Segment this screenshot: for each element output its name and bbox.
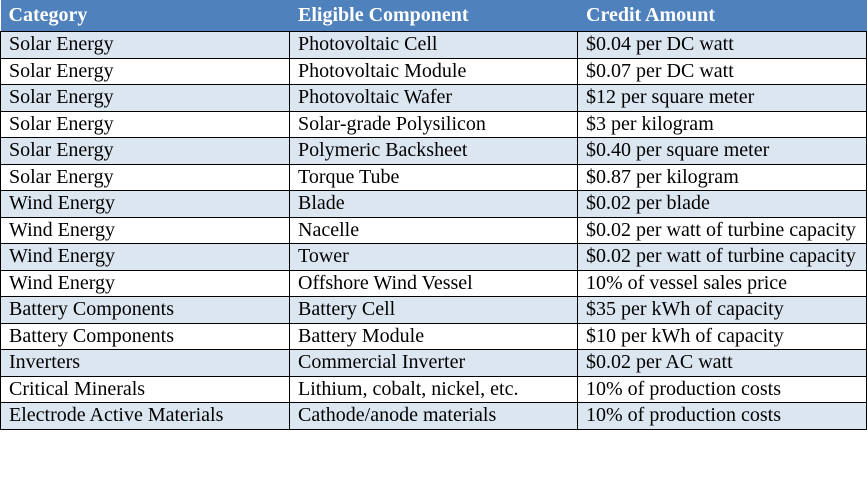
- table-cell: $3 per kilogram: [577, 110, 867, 138]
- table-row: Solar Energy Polymeric Backsheet $0.40 per…: [0, 137, 867, 165]
- table-cell: Inverters: [0, 349, 290, 377]
- table-cell: 10% of vessel sales price: [577, 269, 867, 297]
- table-cell: Battery Components: [0, 322, 290, 350]
- table-cell: Offshore Wind Vessel: [289, 269, 578, 297]
- table-cell: 10% of production costs: [577, 375, 867, 403]
- table-cell: Wind Energy: [0, 243, 290, 271]
- table-cell: Critical Minerals: [0, 375, 290, 403]
- credit-table: Category Eligible Component Credit Amount …: [0, 0, 867, 430]
- header-cell: Credit Amount: [577, 0, 867, 32]
- table-cell: Torque Tube: [289, 163, 578, 191]
- table-cell: $0.04 per DC watt: [577, 31, 867, 59]
- table-row: Wind Energy Blade $0.02 per blade: [0, 190, 867, 218]
- table-cell: Battery Module: [289, 322, 578, 350]
- table-row: Battery Components Battery Cell $35 per kW…: [0, 296, 867, 324]
- table-cell: 10% of production costs: [577, 402, 867, 430]
- table-cell: Solar Energy: [0, 163, 290, 191]
- table-cell: Solar-grade Polysilicon: [289, 110, 578, 138]
- table-cell: Photovoltaic Cell: [289, 31, 578, 59]
- table-cell: $0.07 per DC watt: [577, 57, 867, 85]
- table-cell: $0.87 per kilogram: [577, 163, 867, 191]
- table-row: Solar Energy Torque Tube $0.87 per kilogra…: [0, 163, 867, 191]
- table-cell: Battery Cell: [289, 296, 578, 324]
- table-cell: Nacelle: [289, 216, 578, 244]
- table-cell: $0.02 per AC watt: [577, 349, 867, 377]
- table-cell: Battery Components: [0, 296, 290, 324]
- table-row: Battery Components Battery Module $10 per …: [0, 322, 867, 350]
- table-cell: Solar Energy: [0, 110, 290, 138]
- table-cell: Wind Energy: [0, 216, 290, 244]
- table-row: Electrode Active Materials Cathode/anode …: [0, 402, 867, 430]
- header-cell: Category: [0, 0, 290, 32]
- table-cell: $0.02 per watt of turbine capacity: [577, 243, 867, 271]
- table-row: Solar Energy Photovoltaic Module $0.07 per…: [0, 57, 867, 85]
- table-cell: Cathode/anode materials: [289, 402, 578, 430]
- table-cell: Solar Energy: [0, 57, 290, 85]
- table-row: Wind Energy Tower $0.02 per watt of turbin…: [0, 243, 867, 271]
- table-cell: Polymeric Backsheet: [289, 137, 578, 165]
- header-cell: Eligible Component: [289, 0, 578, 32]
- table-row: Wind Energy Nacelle $0.02 per watt of turb…: [0, 216, 867, 244]
- table-row: Solar Energy Solar-grade Polysilicon $3 pe…: [0, 110, 867, 138]
- table-cell: $0.02 per watt of turbine capacity: [577, 216, 867, 244]
- table-row: Critical Minerals Lithium, cobalt, nickel…: [0, 375, 867, 403]
- table-cell: $35 per kWh of capacity: [577, 296, 867, 324]
- table-row: Solar Energy Photovoltaic Wafer $12 per sq…: [0, 84, 867, 112]
- table-cell: $10 per kWh of capacity: [577, 322, 867, 350]
- table-cell: Photovoltaic Wafer: [289, 84, 578, 112]
- table-row: Solar Energy Photovoltaic Cell $0.04 per D…: [0, 31, 867, 59]
- table-cell: Electrode Active Materials: [0, 402, 290, 430]
- table-row: Inverters Commercial Inverter $0.02 per AC…: [0, 349, 867, 377]
- table-row: Wind Energy Offshore Wind Vessel 10% of ve…: [0, 269, 867, 297]
- header-row: Category Eligible Component Credit Amount: [0, 0, 867, 32]
- table-cell: $12 per square meter: [577, 84, 867, 112]
- table-cell: Wind Energy: [0, 190, 290, 218]
- table-cell: $0.40 per square meter: [577, 137, 867, 165]
- table-body: Solar Energy Photovoltaic Cell $0.04 per D…: [0, 31, 867, 430]
- table-cell: Wind Energy: [0, 269, 290, 297]
- table-cell: Tower: [289, 243, 578, 271]
- table-cell: Photovoltaic Module: [289, 57, 578, 85]
- table-cell: Blade: [289, 190, 578, 218]
- table-cell: Commercial Inverter: [289, 349, 578, 377]
- table-cell: Solar Energy: [0, 137, 290, 165]
- table-cell: $0.02 per blade: [577, 190, 867, 218]
- table-cell: Solar Energy: [0, 31, 290, 59]
- table-cell: Solar Energy: [0, 84, 290, 112]
- table-cell: Lithium, cobalt, nickel, etc.: [289, 375, 578, 403]
